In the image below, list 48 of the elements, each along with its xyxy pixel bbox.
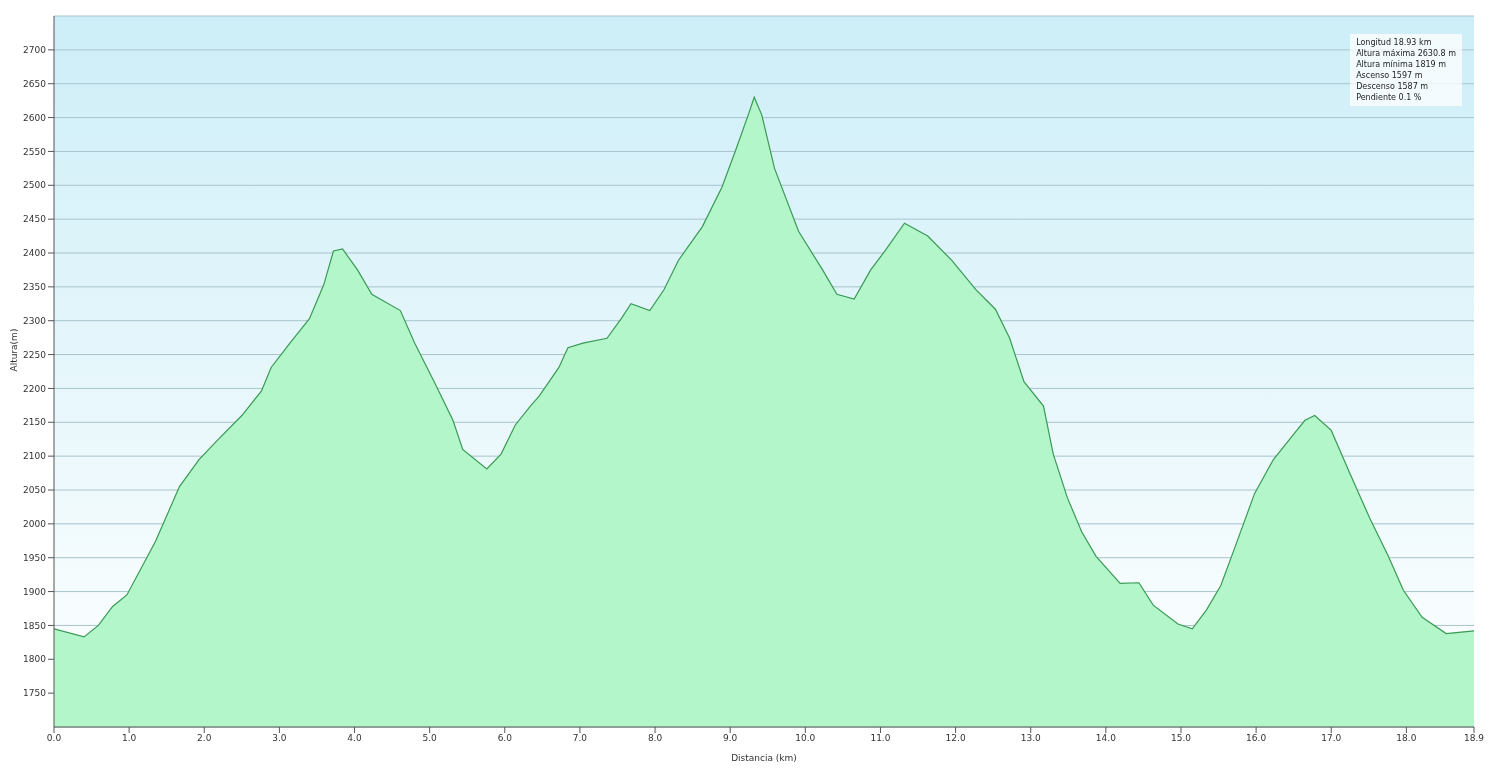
y-tick-label: 2250 (23, 349, 47, 360)
y-tick-label: 2200 (23, 383, 47, 394)
x-tick-label: 18.9 (1463, 733, 1485, 744)
x-tick-label: 17.0 (1321, 733, 1342, 744)
x-tick-label: 0.0 (46, 733, 62, 744)
y-tick-label: 1800 (23, 654, 47, 665)
y-tick-label: 2350 (23, 282, 47, 293)
x-tick-label: 18.0 (1396, 733, 1417, 744)
y-tick-label: 1750 (23, 688, 47, 699)
annotation: Descenso 1587 m (1356, 81, 1430, 92)
y-tick-label: 1900 (23, 586, 47, 597)
y-tick-label: 2700 (23, 45, 47, 56)
x-tick-label: 2.0 (197, 733, 212, 744)
y-tick-label: 2550 (23, 146, 47, 157)
x-tick-label: 16.0 (1246, 733, 1267, 744)
x-tick-label: 3.0 (272, 733, 287, 744)
x-tick-label: 13.0 (1020, 733, 1042, 744)
x-tick-label: 14.0 (1095, 733, 1117, 744)
x-tick-label: 8.0 (647, 733, 663, 744)
x-axis-title: Distancia (km) (731, 753, 797, 763)
x-tick-label: 10.0 (795, 733, 816, 744)
y-tick-label: 1850 (23, 620, 47, 631)
y-tick-label: 2500 (23, 180, 47, 191)
x-tick-label: 9.0 (723, 733, 738, 744)
x-tick-label: 1.0 (121, 733, 137, 744)
x-tick-label: 5.0 (422, 733, 438, 744)
y-tick-label: 2400 (23, 248, 47, 259)
y-tick-label: 2000 (23, 519, 47, 530)
y-tick-label: 2650 (23, 78, 47, 89)
annotation: Ascenso 1597 m (1356, 70, 1424, 81)
y-axis-title: Altura(m) (9, 328, 20, 372)
y-tick-label: 2450 (23, 214, 47, 225)
x-tick-label: 4.0 (347, 733, 362, 744)
x-tick-label: 6.0 (497, 733, 513, 744)
y-tick-label: 2100 (23, 451, 47, 462)
y-tick-label: 2600 (23, 112, 47, 123)
y-tick-label: 2050 (23, 485, 47, 496)
x-tick-label: 12.0 (945, 733, 966, 744)
annotation: Altura máxima 2630.8 m (1356, 48, 1456, 59)
x-tick-label: 7.0 (572, 733, 588, 744)
y-tick-label: 2150 (23, 417, 47, 428)
y-tick-label: 2300 (23, 315, 47, 326)
annotation: Pendiente 0.1 % (1356, 92, 1423, 103)
x-tick-label: 11.0 (870, 733, 891, 744)
y-tick-label: 1950 (23, 552, 47, 563)
annotation: Altura mínima 1819 m (1356, 59, 1448, 70)
x-tick-label: 15.0 (1170, 733, 1192, 744)
annotation: Longitud 18.93 km (1356, 37, 1433, 48)
